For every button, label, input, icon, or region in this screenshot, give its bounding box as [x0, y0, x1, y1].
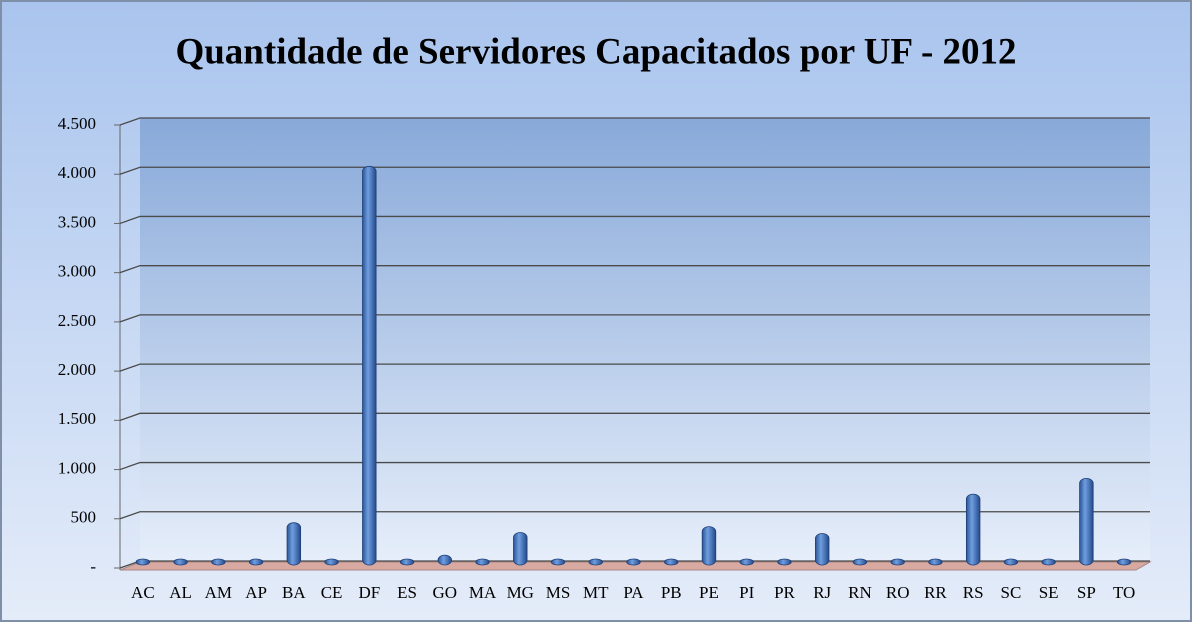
bar — [1041, 558, 1056, 566]
x-tick-label: AP — [245, 583, 267, 602]
bar — [324, 558, 339, 566]
bar — [1116, 558, 1132, 566]
x-tick-label: MA — [469, 583, 497, 602]
grid-line — [119, 265, 1150, 274]
bar — [248, 558, 264, 566]
bar — [513, 532, 528, 566]
bar — [815, 533, 830, 566]
bar — [664, 558, 679, 566]
x-tick-label: TO — [1113, 583, 1135, 602]
y-tick-label: 4.500 — [58, 114, 96, 133]
bar — [739, 558, 754, 566]
x-tick-label: MG — [507, 583, 534, 602]
x-tick-label: ES — [397, 583, 417, 602]
grid-line — [119, 314, 1150, 323]
plot-wall — [140, 118, 1150, 562]
chart-title: Quantidade de Servidores Capacitados por… — [175, 31, 1016, 72]
x-tick-label: RN — [848, 583, 872, 602]
x-tick-label: SE — [1039, 583, 1059, 602]
bar — [286, 522, 302, 566]
x-tick-label: MT — [583, 583, 609, 602]
bar — [890, 558, 905, 566]
y-tick-label: 3.500 — [58, 212, 96, 231]
bar — [1003, 558, 1019, 566]
x-tick-label: AC — [131, 583, 155, 602]
x-tick-label: PE — [699, 583, 719, 602]
y-tick-label: 4.000 — [58, 163, 96, 182]
grid-line — [119, 461, 1150, 471]
bar — [362, 165, 377, 566]
x-tick-label: RO — [886, 583, 910, 602]
x-tick-label: RJ — [813, 583, 831, 602]
bar — [777, 558, 792, 566]
x-tick-label: RR — [924, 583, 947, 602]
grid-line — [119, 117, 1150, 126]
x-tick-label: DF — [358, 583, 380, 602]
bar — [1079, 477, 1094, 566]
bar — [437, 554, 452, 566]
bar — [211, 558, 226, 566]
grid-line — [119, 511, 1150, 520]
x-tick-label: GO — [433, 583, 458, 602]
x-tick-label: PI — [739, 583, 754, 602]
x-tick-label: BA — [282, 583, 306, 602]
y-tick-label: 2.000 — [58, 360, 96, 379]
bar — [550, 558, 566, 566]
x-tick-label: AL — [169, 583, 192, 602]
x-tick-label: CE — [321, 583, 343, 602]
grid-line — [119, 412, 1150, 421]
x-tick-label: RS — [963, 583, 984, 602]
grid-line — [119, 215, 1150, 225]
y-tick-label: 1.500 — [58, 409, 96, 428]
bar — [852, 558, 868, 566]
bar — [135, 558, 151, 566]
x-tick-label: PR — [774, 583, 795, 602]
x-tick-label: AM — [205, 583, 232, 602]
bar — [399, 558, 415, 566]
grid-line — [119, 166, 1150, 175]
y-tick-label: 2.500 — [58, 311, 96, 330]
bar — [173, 558, 188, 566]
y-tick-label: 3.000 — [58, 262, 96, 281]
bar — [626, 558, 641, 566]
x-tick-label: SP — [1077, 583, 1096, 602]
bar — [701, 526, 717, 566]
x-tick-label: PA — [623, 583, 644, 602]
x-tick-label: PB — [661, 583, 682, 602]
x-tick-label: SC — [1001, 583, 1022, 602]
x-tick-label: MS — [546, 583, 571, 602]
y-tick-label: 500 — [71, 508, 97, 527]
bar — [928, 558, 943, 566]
bar — [475, 558, 490, 566]
bar — [588, 558, 603, 566]
y-tick-label: - — [90, 557, 96, 576]
y-tick-label: 1.000 — [58, 458, 96, 477]
bar — [965, 493, 981, 566]
grid-line — [119, 363, 1150, 372]
